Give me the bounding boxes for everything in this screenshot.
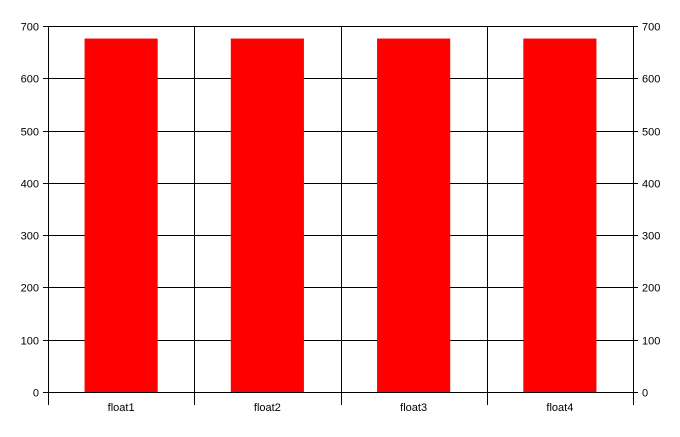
y-tick-label-right: 400 <box>642 179 660 191</box>
bar-float3 <box>377 38 451 392</box>
y-tick-label-right: 100 <box>642 336 660 348</box>
y-tick-label-left: 400 <box>21 179 39 191</box>
y-tick-label-left: 500 <box>21 127 39 139</box>
y-tick-label-right: 200 <box>642 283 660 295</box>
y-tick-label-left: 0 <box>33 388 39 400</box>
x-tick-label: float4 <box>546 402 573 414</box>
bar-float1 <box>84 38 158 392</box>
y-tick-label-right: 600 <box>642 74 660 86</box>
y-tick-label-left: 200 <box>21 283 39 295</box>
y-tick-label-left: 700 <box>21 22 39 34</box>
y-tick-label-left: 100 <box>21 336 39 348</box>
y-tick-label-right: 0 <box>642 388 648 400</box>
x-tick-label: float3 <box>400 402 427 414</box>
x-tick-label: float1 <box>108 402 135 414</box>
y-tick-label-left: 600 <box>21 74 39 86</box>
y-tick-label-left: 300 <box>21 231 39 243</box>
y-tick-label-right: 300 <box>642 231 660 243</box>
bar-float4 <box>523 38 597 392</box>
y-tick-label-right: 700 <box>642 22 660 34</box>
x-tick-label: float2 <box>254 402 281 414</box>
y-tick-label-right: 500 <box>642 127 660 139</box>
bar-float2 <box>230 38 304 392</box>
